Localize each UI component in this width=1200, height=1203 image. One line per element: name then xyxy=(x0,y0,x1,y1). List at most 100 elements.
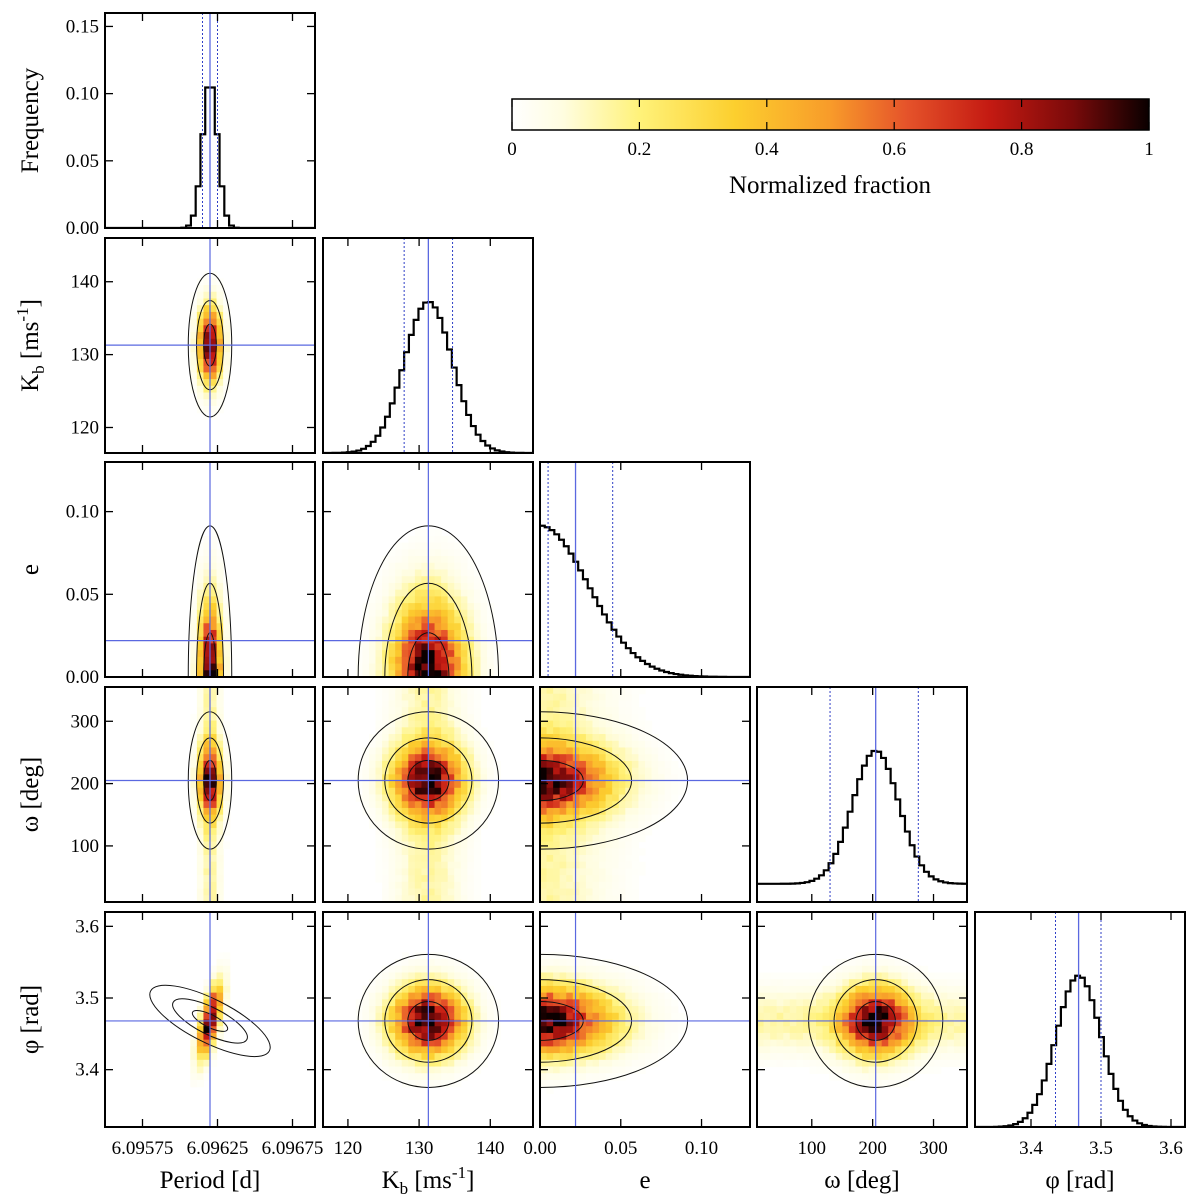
heatmap-cell xyxy=(421,1013,428,1020)
heatmap-cell xyxy=(586,700,593,707)
heatmap-cell xyxy=(625,1053,632,1060)
heatmap-cell xyxy=(540,979,547,986)
heatmap-cell xyxy=(389,993,396,1000)
heatmap-cell xyxy=(382,687,389,694)
heatmap-cell xyxy=(461,643,468,650)
heatmap-cell xyxy=(901,1006,908,1013)
heatmap-cell xyxy=(547,687,554,694)
heatmap-cell xyxy=(389,664,396,671)
heatmap-cell xyxy=(553,727,560,734)
heatmap-cell xyxy=(408,966,415,973)
heatmap-cell xyxy=(362,650,369,657)
heatmap-cell xyxy=(461,596,468,603)
heatmap-cell xyxy=(415,610,422,617)
heatmap-cell xyxy=(435,1073,442,1080)
heatmap-cell xyxy=(645,815,652,822)
heatmap-cell xyxy=(849,959,856,966)
heatmap-cell xyxy=(599,972,606,979)
heatmap-cell xyxy=(777,1033,784,1040)
heatmap-cell xyxy=(421,650,428,657)
heatmap-cell xyxy=(369,768,376,775)
heatmap-cell xyxy=(954,1046,961,1053)
heatmap-cell xyxy=(487,754,494,761)
heatmap-cell xyxy=(389,570,396,577)
heatmap-cell xyxy=(934,972,941,979)
heatmap-cell xyxy=(421,549,428,556)
heatmap-cell xyxy=(934,1013,941,1020)
heatmap-cell xyxy=(395,583,402,590)
colorbar-tick-label: 0 xyxy=(507,139,517,160)
heatmap-cell xyxy=(816,1067,823,1074)
heatmap-cell xyxy=(849,1033,856,1040)
heatmap-cell xyxy=(954,999,961,1006)
heatmap-cell xyxy=(382,842,389,849)
heatmap-cell xyxy=(428,1033,435,1040)
heatmap-cell xyxy=(217,952,224,959)
heatmap-cell xyxy=(928,999,935,1006)
heatmap-cell xyxy=(849,1026,856,1033)
heatmap-cell xyxy=(415,1040,422,1047)
heatmap-cell xyxy=(645,795,652,802)
heatmap-cell xyxy=(560,747,567,754)
heatmap-cell xyxy=(547,986,554,993)
heatmap-cell xyxy=(415,815,422,822)
heatmap-cell xyxy=(408,583,415,590)
heatmap-cell xyxy=(448,687,455,694)
heatmap-cell xyxy=(382,815,389,822)
heatmap-cell xyxy=(803,1053,810,1060)
heatmap-cell xyxy=(441,855,448,862)
heatmap-cell xyxy=(645,1033,652,1040)
heatmap-cell xyxy=(553,1040,560,1047)
heatmap-cell xyxy=(461,768,468,775)
heatmap-cell xyxy=(573,855,580,862)
panel-kb-omega xyxy=(323,687,533,903)
heatmap-cell xyxy=(421,1080,428,1087)
heatmap-cell xyxy=(376,1033,383,1040)
heatmap-cell xyxy=(197,346,204,353)
heatmap-cell xyxy=(540,761,547,768)
heatmap-cell xyxy=(823,1067,830,1074)
heatmap-cell xyxy=(566,868,573,875)
heatmap-cell xyxy=(454,781,461,788)
heatmap-cell xyxy=(481,1013,488,1020)
heatmap-cell xyxy=(540,855,547,862)
heatmap-cell xyxy=(197,1006,204,1013)
heatmap-cell xyxy=(586,862,593,869)
heatmap-cell xyxy=(402,721,409,728)
heatmap-cell xyxy=(415,630,422,637)
heatmap-cell xyxy=(645,999,652,1006)
heatmap-cell xyxy=(461,1026,468,1033)
heatmap-cell xyxy=(579,795,586,802)
heatmap-cell xyxy=(573,1040,580,1047)
heatmap-cell xyxy=(402,1033,409,1040)
heatmap-cell xyxy=(547,889,554,896)
heatmap-cell xyxy=(408,1067,415,1074)
heatmap-cell xyxy=(441,986,448,993)
heatmap-cell xyxy=(362,795,369,802)
heatmap-cell xyxy=(612,734,619,741)
heatmap-cell xyxy=(435,576,442,583)
heatmap-cell xyxy=(547,1026,554,1033)
heatmap-cell xyxy=(547,694,554,701)
heatmap-cell xyxy=(421,623,428,630)
heatmap-cell xyxy=(882,1013,889,1020)
heatmap-cell xyxy=(593,848,600,855)
heatmap-cell xyxy=(593,734,600,741)
heatmap-cell xyxy=(481,788,488,795)
heatmap-cell xyxy=(415,650,422,657)
heatmap-cell xyxy=(376,603,383,610)
heatmap-cell xyxy=(625,1046,632,1053)
heatmap-cell xyxy=(586,972,593,979)
heatmap-cell xyxy=(454,801,461,808)
heatmap-cell xyxy=(783,1026,790,1033)
heatmap-cell xyxy=(217,700,224,707)
heatmap-cell xyxy=(421,959,428,966)
heatmap-cell xyxy=(612,808,619,815)
heatmap-cell xyxy=(421,657,428,664)
heatmap-cell xyxy=(389,986,396,993)
heatmap-cell xyxy=(842,993,849,1000)
heatmap-cell xyxy=(790,1026,797,1033)
y-tick-label-e: 0.05 xyxy=(66,584,99,605)
heatmap-cell xyxy=(223,325,230,332)
heatmap-cell xyxy=(454,882,461,889)
